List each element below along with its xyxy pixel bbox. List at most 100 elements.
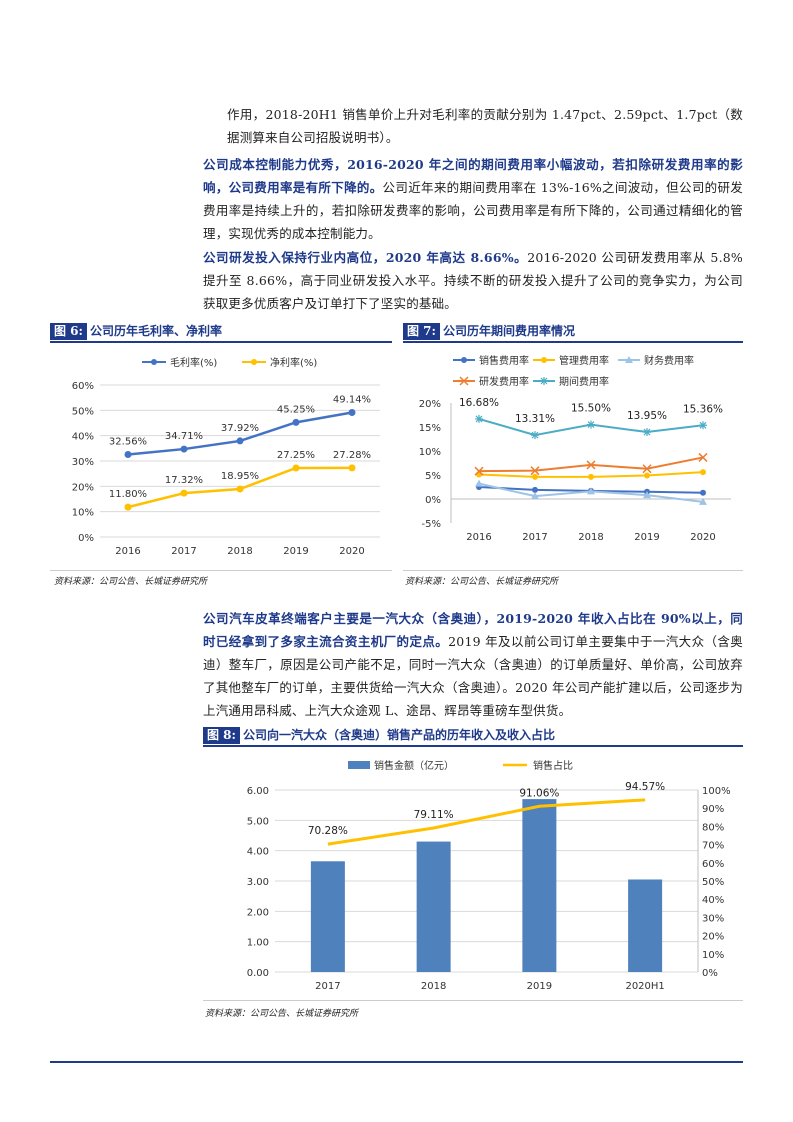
fig8-bar <box>310 861 345 972</box>
fig7-legend-label: 研发费用率 <box>479 375 529 388</box>
fig8-y2-tick: 0% <box>702 968 718 979</box>
fig8-x-tick: 2020H1 <box>625 981 664 992</box>
customer-body: 2019 年及以前公司订单主要集中于一汽大众（含奥迪）整车厂，原因是公司产能不足… <box>203 634 743 718</box>
fig6-chart: 0% 10% 20% 30% 40% 50% 60% 2016 2017 2018 2019 2020… <box>72 356 380 557</box>
fig7-y-tick: 20% <box>419 399 441 410</box>
fig7-y-tick: -5% <box>422 519 441 530</box>
fig8-y2-tick: 20% <box>702 932 724 943</box>
customer-paragraph: 公司汽车皮革终端客户主要是一汽大众（含奥迪），2019-2020 年收入占比在 … <box>203 607 743 722</box>
fig7-y-tick: 10% <box>419 447 441 458</box>
fig7-legend-marker <box>461 357 467 363</box>
fig7-legend-label: 管理费用率 <box>559 354 609 367</box>
fig8-y2-tick: 100% <box>702 786 731 797</box>
fig6-x-tick: 2019 <box>283 546 308 557</box>
fig7-point <box>586 460 596 470</box>
fig6-header: 图 6: 公司历年毛利率、净利率 <box>50 323 392 343</box>
fig6-y-tick: 60% <box>72 381 94 392</box>
fig8-bar <box>522 799 557 972</box>
fig7-x-tick: 2018 <box>578 532 603 543</box>
fig8-data-label: 94.57% <box>625 781 665 793</box>
fig7-source: 资料来源：公司公告、长城证券研究所 <box>405 577 559 587</box>
fig7-data-label: 15.50% <box>571 403 611 415</box>
fig6-data-label: 45.25% <box>277 404 315 415</box>
fig6-data-label: 37.92% <box>221 423 259 434</box>
fig7-point <box>700 469 706 476</box>
customer-heading: 公司汽车皮革终端客户主要是一汽大众（含奥迪），2019-2020 年收入占比在 … <box>203 611 743 649</box>
fig7-point <box>700 489 706 496</box>
fig6-point <box>236 485 244 493</box>
fig7-legend-marker <box>541 357 547 363</box>
fig7-point <box>530 466 540 476</box>
fig6-point <box>180 445 188 453</box>
fig7-point <box>699 421 707 430</box>
fig7-point <box>587 487 595 495</box>
fig7-legend-label: 销售费用率 <box>479 354 529 367</box>
fig6-point <box>236 437 244 445</box>
fig6-point <box>348 409 356 417</box>
fig6-legend-label: 毛利率(%) <box>170 356 217 369</box>
fig6-legend-marker <box>151 359 157 365</box>
fig7-point <box>642 464 652 474</box>
fig6-source: 资料来源：公司公告、长城证券研究所 <box>54 577 208 587</box>
fig6-point <box>124 503 132 511</box>
fig7-x-tick: 2016 <box>466 532 491 543</box>
fig6-data-label: 34.71% <box>165 431 203 442</box>
fig7-point <box>475 414 483 423</box>
fig7-point <box>532 473 538 480</box>
fig8-y2-tick: 50% <box>702 877 724 888</box>
fig7-x-tick: 2017 <box>522 532 547 543</box>
rd-body: 2016-2020 公司研发费用率从 5.8%提升至 8.66%，高于同业研发投… <box>203 250 743 311</box>
fig6-y-tick: 0% <box>78 533 94 544</box>
fig6-tag: 图 6: <box>50 323 87 340</box>
fig6-x-tick: 2018 <box>227 546 252 557</box>
fig7-header: 图 7: 公司历年期间费用率情况 <box>403 323 743 343</box>
fig7-legend-marker <box>625 356 633 363</box>
fig6-y-tick: 10% <box>72 508 94 519</box>
fig8-y2-tick: 30% <box>702 913 724 924</box>
fig6-legend-label: 净利率(%) <box>270 356 317 369</box>
fig8-x-tick: 2018 <box>421 981 446 992</box>
fig8-y-tick: 0.00 <box>247 968 269 979</box>
cost-control-body: 公司近年来的期间费用率在 13%-16%之间波动，但公司的研发费用率是持续上升的… <box>203 180 743 241</box>
footer-rule <box>50 1061 743 1063</box>
cost-control-paragraph: 公司成本控制能力优秀，2016-2020 年之间的期间费用率小幅波动，若扣除研发… <box>203 153 743 245</box>
fig7-y-tick: 15% <box>419 423 441 434</box>
fig7-legend-label: 财务费用率 <box>644 354 694 367</box>
fig7-point <box>532 486 538 493</box>
fig6-point <box>292 418 300 426</box>
rd-paragraph: 公司研发投入保持行业内高位，2020 年高达 8.66%。2016-2020 公… <box>203 246 743 315</box>
rd-heading: 公司研发投入保持行业内高位，2020 年高达 8.66%。 <box>203 250 528 265</box>
fig8-tag: 图 8: <box>203 727 240 744</box>
fig8-bar <box>416 841 451 972</box>
fig8-y-tick: 2.00 <box>247 907 269 918</box>
fig7-point <box>587 420 595 429</box>
fig7-point <box>474 466 484 476</box>
fig6-x-tick: 2020 <box>339 546 364 557</box>
fig6-data-label: 11.80% <box>109 489 147 500</box>
fig8-source: 资料来源：公司公告、长城证券研究所 <box>205 1009 359 1019</box>
fig8-legend-bar <box>348 761 370 769</box>
fig8-y2-tick: 60% <box>702 859 724 870</box>
fig7-point <box>588 473 594 480</box>
fig7-point <box>643 491 651 499</box>
fig8-y-tick: 5.00 <box>247 816 269 827</box>
fig6-x-tick: 2017 <box>171 546 196 557</box>
fig6-y-tick: 40% <box>72 432 94 443</box>
fig6-point <box>124 451 132 459</box>
fig8-x-tick: 2019 <box>527 981 552 992</box>
fig7-y-tick: 5% <box>425 471 441 482</box>
fig8-y2-tick: 10% <box>702 950 724 961</box>
fig8-legend-label: 销售占比 <box>533 759 573 772</box>
fig8-x-tick: 2017 <box>315 981 340 992</box>
fig6-y-tick: 30% <box>72 457 94 468</box>
fig8-data-label: 79.11% <box>414 809 454 821</box>
cost-control-heading: 公司成本控制能力优秀，2016-2020 年之间的期间费用率小幅波动，若扣除研发… <box>203 157 743 195</box>
fig7-legend-marker <box>540 377 548 385</box>
fig6-point <box>292 464 300 472</box>
fig8-share-line <box>327 798 646 846</box>
fig6-y-tick: 20% <box>72 482 94 493</box>
fig8-y2-tick: 80% <box>702 822 724 833</box>
fig7-tag: 图 7: <box>403 323 440 340</box>
fig7-point <box>643 428 651 437</box>
fig7-point <box>531 431 539 440</box>
